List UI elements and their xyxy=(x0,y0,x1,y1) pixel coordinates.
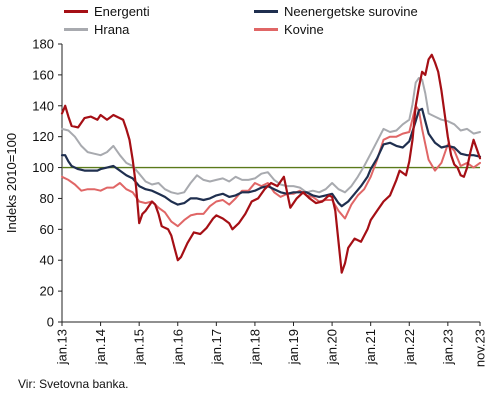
legend-label-hrana: Hrana xyxy=(94,21,130,37)
y-axis-title: Indeks 2010=100 xyxy=(4,133,19,233)
x-tick-label: nov.23 xyxy=(473,329,488,367)
x-tick-label: jan.20 xyxy=(325,329,340,365)
legend-swatch-energenti xyxy=(64,9,88,13)
series-line-energenti xyxy=(60,53,482,274)
x-tick-label: jan.19 xyxy=(286,329,301,365)
legend-label-neenergetske-surovine: Neenergetske surovine xyxy=(284,3,418,19)
legend-label-energenti: Energenti xyxy=(94,3,150,19)
y-tick-label: 100 xyxy=(32,160,54,175)
x-tick-label: jan.17 xyxy=(209,329,224,365)
legend-item-energenti: Energenti xyxy=(64,2,150,20)
x-tick-label: jan.14 xyxy=(93,329,108,365)
x-tick-label: jan.22 xyxy=(402,329,417,365)
legend-item-kovine: Kovine xyxy=(254,20,324,38)
y-tick-label: 160 xyxy=(32,67,54,82)
legend-label-kovine: Kovine xyxy=(284,21,324,37)
y-tick-label: 80 xyxy=(40,191,54,206)
y-tick-label: 140 xyxy=(32,98,54,113)
y-tick-label: 20 xyxy=(40,284,54,299)
legend-item-neenergetske-surovine: Neenergetske surovine xyxy=(254,2,418,20)
x-tick-label: jan.13 xyxy=(55,329,70,365)
y-tick-label: 180 xyxy=(32,37,54,52)
legend-item-hrana: Hrana xyxy=(64,20,129,38)
legend-swatch-neenergetske-surovine xyxy=(254,9,278,13)
y-tick-label: 0 xyxy=(47,315,54,330)
x-tick-label: jan.23 xyxy=(440,329,455,365)
x-tick-label: jan.16 xyxy=(170,329,185,365)
series-line-neenergetske-surovine xyxy=(60,107,482,208)
source-note: Vir: Svetovna banka. xyxy=(18,377,129,391)
legend-swatch-kovine xyxy=(254,27,278,31)
y-tick-label: 60 xyxy=(40,222,54,237)
x-tick-label: jan.15 xyxy=(132,329,147,365)
x-tick-label: jan.18 xyxy=(247,329,262,365)
y-tick-label: 120 xyxy=(32,129,54,144)
y-tick-label: 40 xyxy=(40,253,54,268)
legend-swatch-hrana xyxy=(64,27,88,31)
x-tick-label: jan.21 xyxy=(363,329,378,365)
